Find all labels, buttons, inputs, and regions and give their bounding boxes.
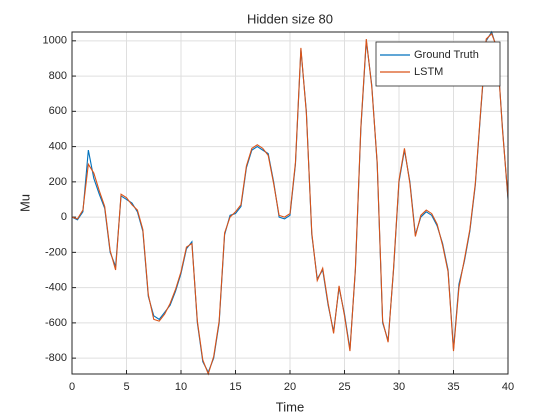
- x-tick-label: 20: [284, 381, 296, 393]
- x-tick-label: 15: [229, 381, 241, 393]
- legend-box: [375, 41, 501, 87]
- y-tick-label: 800: [49, 70, 67, 82]
- y-tick-label: -600: [45, 317, 67, 329]
- series-line: [71, 32, 509, 376]
- x-tick-label: 0: [69, 381, 75, 393]
- x-tick-label: 40: [502, 381, 514, 393]
- y-tick-label: -200: [45, 246, 67, 258]
- legend-label: Ground Truth: [414, 49, 479, 61]
- x-tick-label: 35: [447, 381, 459, 393]
- y-tick-label: -400: [45, 282, 67, 294]
- x-tick-label: 5: [123, 381, 129, 393]
- y-tick-label: 400: [49, 140, 67, 152]
- y-tick-label: 1000: [43, 35, 67, 47]
- x-tick-label: 30: [393, 381, 405, 393]
- y-tick-label: 600: [49, 105, 67, 117]
- chart-title: Hidden size 80: [247, 11, 333, 26]
- x-tick-label: 25: [338, 381, 350, 393]
- y-tick-label: 200: [49, 176, 67, 188]
- y-tick-label: 0: [61, 211, 67, 223]
- y-tick-label: -800: [45, 352, 67, 364]
- legend-label: LSTM: [414, 66, 443, 78]
- axes-box: [71, 31, 509, 375]
- y-axis-label: Mu: [17, 194, 32, 212]
- x-axis-label: Time: [276, 399, 304, 414]
- x-tick-label: 10: [175, 381, 187, 393]
